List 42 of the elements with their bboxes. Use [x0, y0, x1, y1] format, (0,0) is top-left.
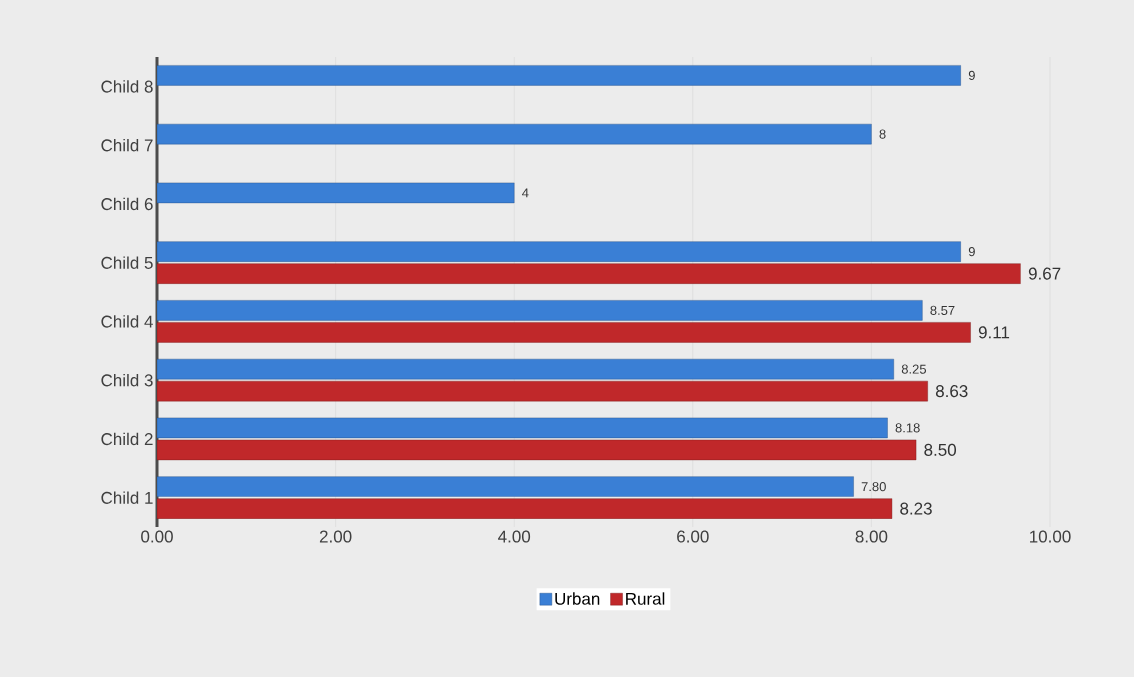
y-tick-label: Child 4 — [101, 315, 153, 328]
y-tick-label: Child 7 — [101, 138, 153, 152]
bar — [157, 358, 894, 380]
bar — [157, 380, 928, 402]
bar — [157, 439, 917, 461]
data-label: 7.80 — [861, 482, 886, 492]
data-label: 4 — [522, 188, 529, 198]
y-tick-label: Child 8 — [101, 80, 153, 93]
y-tick-label: Child 2 — [101, 432, 153, 446]
x-tick-label: 10.00 — [1030, 530, 1071, 543]
y-tick-label: Child 6 — [101, 197, 153, 211]
bar — [157, 123, 872, 145]
x-tick-label: 0.00 — [141, 530, 173, 543]
bar — [157, 263, 1021, 284]
y-tick-label: Child 3 — [101, 373, 153, 387]
legend-label: Rural — [626, 592, 665, 605]
bar — [157, 182, 515, 204]
data-label: 8.63 — [935, 385, 968, 398]
x-tick-label: 6.00 — [677, 530, 709, 543]
legend-label: Urban — [555, 592, 600, 605]
x-tick-label: 4.00 — [498, 530, 531, 543]
bar — [157, 322, 971, 343]
bar — [157, 241, 961, 262]
data-label: 8.18 — [895, 423, 920, 433]
data-label: 9 — [968, 70, 975, 80]
bar — [157, 300, 923, 321]
bar — [157, 417, 888, 439]
y-tick-label: Child 5 — [101, 256, 153, 269]
bar — [157, 65, 961, 86]
y-tick-label: Child 1 — [101, 491, 153, 504]
data-label: 8 — [879, 129, 886, 139]
bar — [157, 476, 854, 497]
data-label: 8.25 — [901, 364, 927, 374]
data-label: 9 — [968, 247, 975, 257]
data-label: 9.11 — [978, 326, 1010, 339]
bar — [157, 498, 893, 519]
data-label: 9.67 — [1028, 267, 1061, 280]
data-label: 8.23 — [900, 502, 932, 515]
data-label: 8.50 — [924, 443, 957, 456]
data-label: 8.57 — [930, 305, 955, 315]
x-tick-label: 8.00 — [855, 530, 888, 543]
x-tick-label: 2.00 — [319, 530, 352, 543]
